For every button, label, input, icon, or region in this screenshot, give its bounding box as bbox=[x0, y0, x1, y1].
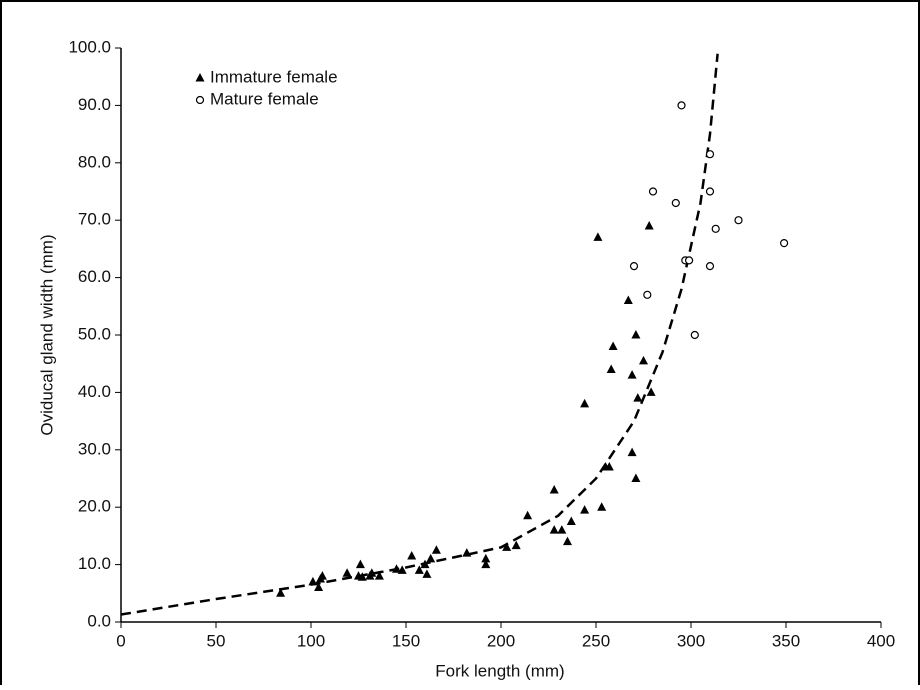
point bbox=[276, 588, 286, 597]
point bbox=[597, 502, 607, 511]
point bbox=[631, 473, 641, 482]
x-tick-label: 150 bbox=[392, 631, 420, 650]
x-tick-label: 300 bbox=[677, 631, 705, 650]
point bbox=[631, 330, 641, 339]
point bbox=[684, 256, 694, 265]
point bbox=[462, 548, 472, 557]
legend-label: Mature female bbox=[210, 89, 319, 108]
y-tick-label: 30.0 bbox=[78, 439, 111, 458]
y-tick-label: 90.0 bbox=[78, 95, 111, 114]
point bbox=[627, 370, 637, 379]
point bbox=[580, 505, 590, 514]
point bbox=[705, 262, 715, 271]
fit-curve bbox=[120, 53, 719, 616]
point bbox=[367, 568, 377, 577]
point bbox=[355, 559, 365, 569]
point bbox=[643, 290, 652, 299]
point bbox=[502, 542, 512, 551]
point bbox=[426, 553, 436, 563]
point bbox=[566, 516, 576, 526]
point bbox=[511, 540, 521, 550]
point bbox=[523, 510, 533, 520]
point bbox=[705, 150, 715, 159]
point bbox=[639, 355, 648, 365]
point bbox=[644, 220, 654, 230]
x-tick-label: 100 bbox=[297, 631, 325, 650]
point bbox=[549, 525, 559, 534]
point bbox=[580, 398, 590, 408]
point bbox=[431, 545, 441, 554]
point bbox=[606, 364, 616, 373]
point bbox=[563, 536, 572, 546]
y-tick-label: 70.0 bbox=[78, 210, 111, 229]
y-tick-label: 80.0 bbox=[78, 152, 111, 171]
point bbox=[357, 572, 367, 581]
point bbox=[420, 559, 430, 569]
point bbox=[392, 564, 401, 573]
point bbox=[671, 198, 680, 208]
x-axis-label: Fork length (mm) bbox=[435, 661, 564, 680]
point bbox=[648, 187, 658, 196]
point bbox=[633, 393, 643, 402]
y-tick-label: 60.0 bbox=[78, 267, 111, 286]
point bbox=[627, 447, 637, 457]
x-tick-label: 250 bbox=[582, 631, 610, 650]
point bbox=[557, 525, 567, 534]
point bbox=[549, 484, 559, 494]
point bbox=[677, 101, 686, 110]
y-tick-label: 40.0 bbox=[78, 382, 111, 401]
point bbox=[481, 553, 491, 563]
point bbox=[705, 187, 715, 196]
point bbox=[646, 387, 656, 396]
legend-marker bbox=[195, 95, 205, 105]
point bbox=[690, 330, 699, 340]
point bbox=[414, 565, 424, 574]
x-tick-label: 50 bbox=[207, 631, 226, 650]
x-tick-label: 0 bbox=[116, 631, 125, 650]
point bbox=[604, 462, 614, 471]
point bbox=[779, 239, 789, 248]
y-axis-label: Oviducal gland width (mm) bbox=[37, 234, 56, 435]
point bbox=[734, 216, 743, 225]
legend-marker bbox=[195, 73, 205, 82]
point bbox=[308, 576, 318, 586]
point bbox=[422, 569, 432, 578]
point bbox=[317, 571, 327, 580]
point bbox=[593, 232, 603, 241]
point bbox=[374, 571, 384, 580]
y-tick-label: 100.0 bbox=[68, 37, 111, 56]
point bbox=[623, 295, 633, 305]
point bbox=[342, 568, 352, 577]
point bbox=[608, 341, 618, 350]
point bbox=[629, 262, 639, 271]
y-tick-label: 50.0 bbox=[78, 324, 111, 343]
x-tick-label: 200 bbox=[487, 631, 515, 650]
y-tick-label: 10.0 bbox=[78, 554, 111, 573]
legend-label: Immature female bbox=[210, 67, 338, 86]
point bbox=[314, 582, 324, 592]
point bbox=[481, 559, 491, 569]
point bbox=[407, 550, 417, 560]
x-tick-label: 350 bbox=[772, 631, 800, 650]
point bbox=[711, 224, 720, 233]
point bbox=[397, 565, 407, 574]
x-tick-label: 400 bbox=[867, 631, 895, 650]
y-tick-label: 0.0 bbox=[87, 611, 111, 630]
y-tick-label: 20.0 bbox=[78, 497, 111, 516]
